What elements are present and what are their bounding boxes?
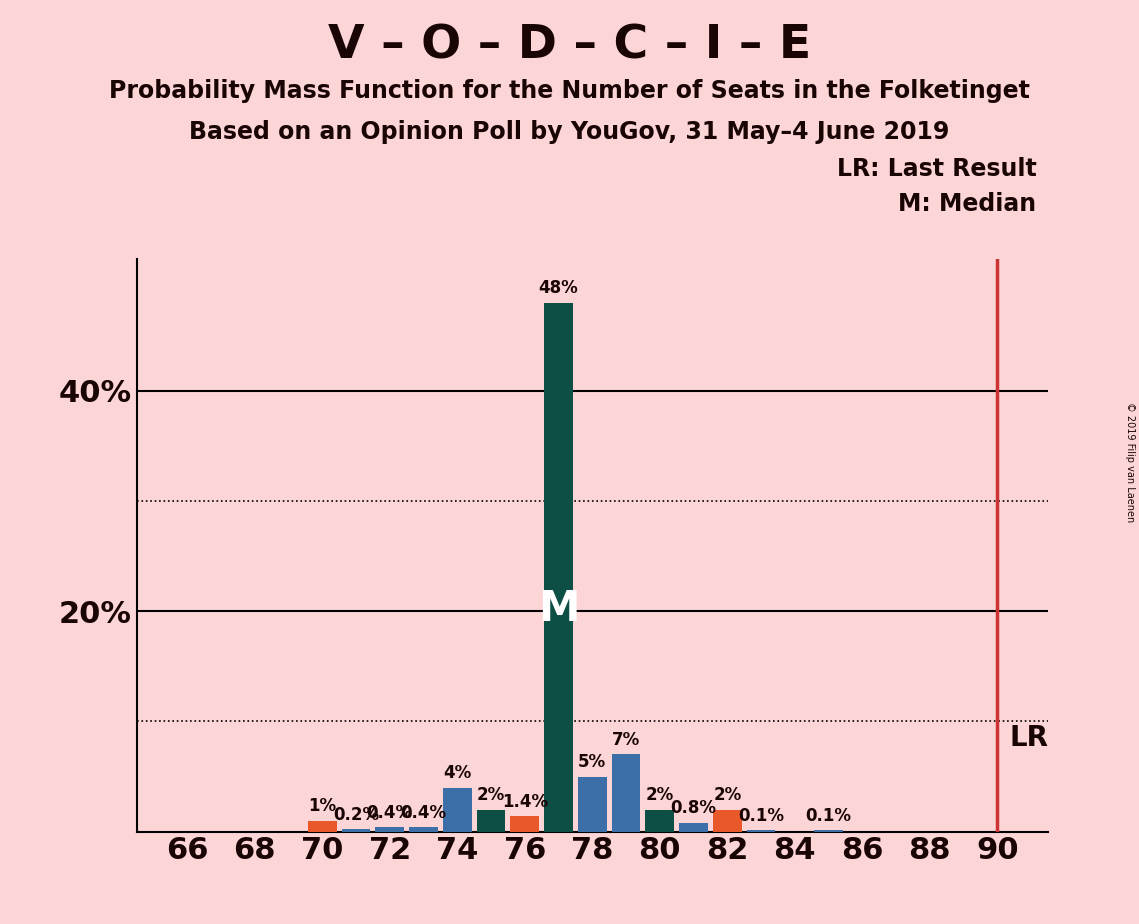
Text: LR: Last Result: LR: Last Result — [837, 157, 1036, 181]
Text: Based on an Opinion Poll by YouGov, 31 May–4 June 2019: Based on an Opinion Poll by YouGov, 31 M… — [189, 120, 950, 144]
Bar — [679, 822, 707, 832]
Bar — [713, 809, 741, 832]
Text: 0.1%: 0.1% — [805, 807, 852, 825]
Text: M: Median: M: Median — [899, 192, 1036, 216]
Text: 0.2%: 0.2% — [333, 806, 379, 824]
Bar — [544, 303, 573, 832]
Text: 2%: 2% — [713, 786, 741, 804]
Text: 0.4%: 0.4% — [367, 804, 412, 821]
Text: 0.8%: 0.8% — [671, 799, 716, 817]
Bar — [646, 809, 674, 832]
Bar — [612, 755, 640, 832]
Bar — [376, 827, 404, 832]
Bar — [342, 830, 370, 832]
Text: LR: LR — [1009, 724, 1048, 752]
Text: V – O – D – C – I – E: V – O – D – C – I – E — [328, 23, 811, 68]
Bar — [747, 831, 776, 832]
Bar — [510, 816, 539, 832]
Bar — [409, 827, 437, 832]
Text: 7%: 7% — [612, 731, 640, 749]
Text: © 2019 Filip van Laenen: © 2019 Filip van Laenen — [1125, 402, 1134, 522]
Text: 2%: 2% — [477, 786, 506, 804]
Text: 0.1%: 0.1% — [738, 807, 784, 825]
Text: 5%: 5% — [579, 753, 606, 771]
Text: M: M — [538, 589, 580, 630]
Text: 4%: 4% — [443, 764, 472, 782]
Bar — [308, 821, 337, 832]
Bar — [443, 787, 472, 832]
Bar — [477, 809, 506, 832]
Bar — [577, 776, 607, 832]
Text: 0.4%: 0.4% — [401, 804, 446, 821]
Bar — [814, 831, 843, 832]
Text: 1%: 1% — [309, 797, 336, 815]
Text: Probability Mass Function for the Number of Seats in the Folketinget: Probability Mass Function for the Number… — [109, 79, 1030, 103]
Text: 48%: 48% — [539, 279, 579, 298]
Text: 1.4%: 1.4% — [501, 793, 548, 810]
Text: 2%: 2% — [646, 786, 674, 804]
